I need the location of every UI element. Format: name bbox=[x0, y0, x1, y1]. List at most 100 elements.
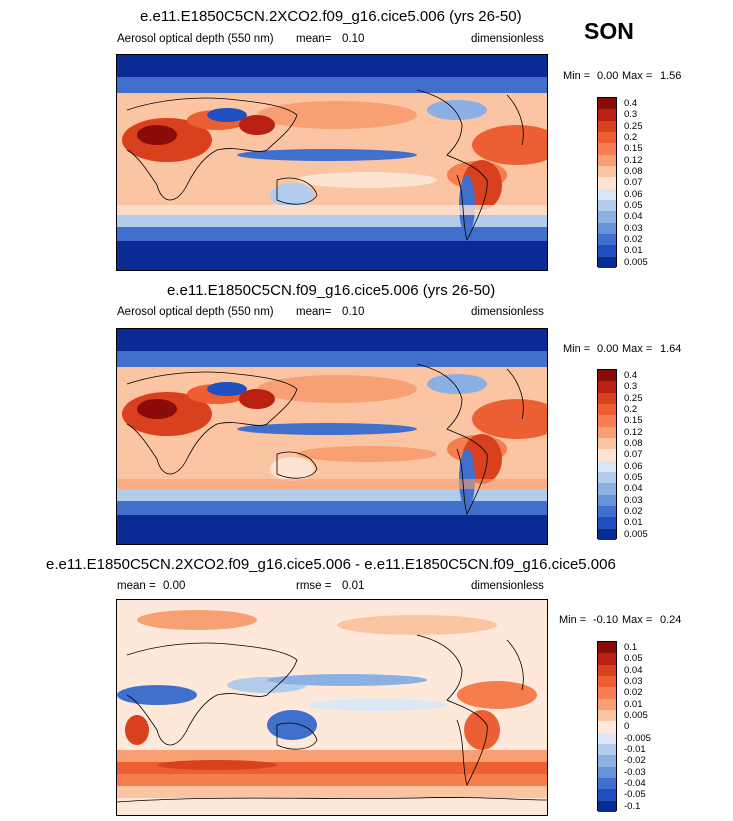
colorbar-tick-label: 0.12 bbox=[624, 426, 643, 438]
colorbar-tick-label: 0.2 bbox=[624, 404, 638, 415]
colorbar-swatch bbox=[598, 437, 616, 450]
panel3-mean-value: 0.00 bbox=[163, 580, 186, 592]
panel1-variable: Aerosol optical depth (550 nm) bbox=[117, 33, 274, 45]
colorbar-tick-label: 0.04 bbox=[624, 664, 643, 676]
colorbar-tick-label: 0.07 bbox=[624, 177, 643, 189]
colorbar-tick-label: 0.05 bbox=[624, 200, 643, 211]
colorbar-tick-label: 0.02 bbox=[624, 234, 643, 245]
panel3-max-label: Max = bbox=[622, 614, 653, 626]
colorbar-tick-label: 0.01 bbox=[624, 517, 643, 529]
colorbar-tick-label: 0.04 bbox=[624, 211, 643, 223]
colorbar-tick-label: 0.12 bbox=[624, 154, 643, 166]
colorbar-swatch bbox=[598, 256, 616, 268]
colorbar-tick-label: 0.04 bbox=[624, 483, 643, 495]
colorbar-swatch bbox=[598, 755, 616, 767]
colorbar-swatch bbox=[598, 494, 616, 506]
colorbar-tick-label: 0.01 bbox=[624, 245, 643, 257]
colorbar-swatch bbox=[598, 211, 616, 223]
panel2-map-field bbox=[117, 329, 547, 544]
panel1-min-value: 0.00 bbox=[597, 70, 619, 82]
colorbar-tick-label: -0.02 bbox=[624, 755, 646, 767]
colorbar-swatch bbox=[598, 777, 616, 790]
colorbar-tick-label: 0.005 bbox=[624, 528, 648, 540]
colorbar-tick-label: -0.1 bbox=[624, 800, 641, 812]
panel1-max-value: 1.56 bbox=[660, 70, 682, 82]
colorbar-tick-label: 0.08 bbox=[624, 438, 643, 449]
panel2-variable: Aerosol optical depth (550 nm) bbox=[117, 306, 274, 318]
colorbar-tick-label: 0.3 bbox=[624, 109, 638, 121]
colorbar-swatch bbox=[598, 177, 616, 189]
colorbar-swatch bbox=[598, 165, 616, 178]
panel1-map bbox=[116, 54, 548, 271]
colorbar-swatch bbox=[598, 415, 616, 427]
panel3-colorbar bbox=[597, 641, 617, 812]
colorbar-tick-label: 0.005 bbox=[624, 256, 648, 268]
panel1-title: e.e11.E1850C5CN.2XCO2.f09_g16.cice5.006 … bbox=[140, 8, 522, 25]
colorbar-swatch bbox=[598, 721, 616, 733]
panel1-map-field bbox=[117, 55, 547, 270]
colorbar-swatch bbox=[598, 188, 616, 200]
panel2-units: dimensionless bbox=[471, 306, 544, 318]
colorbar-tick-label: 0.08 bbox=[624, 166, 643, 177]
panel2-max-label: Max = bbox=[622, 343, 653, 355]
colorbar-tick-label: -0.005 bbox=[624, 732, 651, 744]
colorbar-swatch bbox=[598, 222, 616, 234]
colorbar-tick-label: 0.01 bbox=[624, 698, 643, 710]
colorbar-tick-label: 0.2 bbox=[624, 132, 638, 143]
colorbar-swatch bbox=[598, 370, 616, 382]
colorbar-swatch bbox=[598, 483, 616, 495]
panel2-mean-value: 0.10 bbox=[342, 306, 365, 318]
colorbar-tick-label: 0.06 bbox=[624, 460, 643, 472]
panel2-mean-label: mean= bbox=[296, 306, 332, 318]
panel3-min-label: Min = bbox=[559, 614, 587, 626]
colorbar-tick-label: -0.03 bbox=[624, 766, 646, 778]
colorbar-tick-label: -0.04 bbox=[624, 778, 646, 789]
colorbar-tick-label: 0.05 bbox=[624, 653, 643, 665]
colorbar-swatch bbox=[598, 732, 616, 744]
panel3-max-value: 0.24 bbox=[660, 614, 682, 626]
colorbar-swatch bbox=[598, 392, 616, 404]
panel3-mean-label: mean = bbox=[117, 580, 156, 592]
colorbar-tick-label: -0.05 bbox=[624, 789, 646, 801]
colorbar-swatch bbox=[598, 233, 616, 246]
panel3-map-field bbox=[117, 600, 547, 815]
colorbar-tick-label: 0.4 bbox=[624, 370, 638, 381]
panel1-colorbar bbox=[597, 97, 617, 268]
colorbar-tick-label: 0.03 bbox=[624, 222, 643, 234]
panel2-map bbox=[116, 328, 548, 545]
colorbar-tick-label: 0.005 bbox=[624, 710, 648, 721]
colorbar-tick-label: 0.03 bbox=[624, 676, 643, 687]
panel3-units: dimensionless bbox=[471, 580, 544, 592]
panel1-mean-value: 0.10 bbox=[342, 33, 365, 45]
colorbar-swatch bbox=[598, 199, 616, 212]
panel2-min-value: 0.00 bbox=[597, 343, 619, 355]
panel1-mean-label: mean= bbox=[296, 33, 332, 45]
colorbar-tick-label: 0.06 bbox=[624, 188, 643, 200]
colorbar-swatch bbox=[598, 743, 616, 756]
colorbar-tick-label: 0.4 bbox=[624, 98, 638, 109]
colorbar-tick-label: 0.15 bbox=[624, 143, 643, 155]
colorbar-swatch bbox=[598, 403, 616, 416]
colorbar-tick-label: 0.25 bbox=[624, 120, 643, 132]
colorbar-tick-label: 0.03 bbox=[624, 494, 643, 506]
colorbar-swatch bbox=[598, 131, 616, 144]
colorbar-swatch bbox=[598, 143, 616, 155]
colorbar-swatch bbox=[598, 98, 616, 110]
colorbar-swatch bbox=[598, 245, 616, 257]
colorbar-swatch bbox=[598, 471, 616, 484]
colorbar-swatch bbox=[598, 381, 616, 393]
panel2-title: e.e11.E1850C5CN.f09_g16.cice5.006 (yrs 2… bbox=[167, 282, 496, 299]
colorbar-tick-label: 0.25 bbox=[624, 392, 643, 404]
colorbar-tick-label: 0.05 bbox=[624, 472, 643, 483]
panel3-min-value: -0.10 bbox=[593, 614, 619, 626]
colorbar-tick-label: 0.1 bbox=[624, 642, 638, 653]
panel2-min-label: Min = bbox=[563, 343, 591, 355]
colorbar-swatch bbox=[598, 653, 616, 665]
panel1-max-label: Max = bbox=[622, 70, 653, 82]
panel3-map bbox=[116, 599, 548, 816]
panel2-max-value: 1.64 bbox=[660, 343, 682, 355]
colorbar-tick-label: 0.07 bbox=[624, 449, 643, 461]
panel2-colorbar bbox=[597, 369, 617, 540]
colorbar-swatch bbox=[598, 675, 616, 688]
colorbar-swatch bbox=[598, 766, 616, 778]
